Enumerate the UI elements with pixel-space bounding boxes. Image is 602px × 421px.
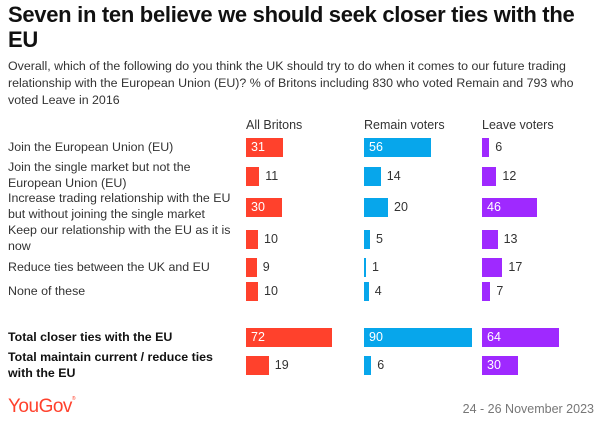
bar-all-britons (246, 138, 284, 157)
data-label-leave-voters: 46 (487, 200, 501, 214)
data-label-remain-voters: 20 (394, 200, 408, 214)
bar-all-britons (246, 258, 257, 277)
column-header-leave-voters: Leave voters (482, 118, 554, 132)
data-label-remain-voters: 90 (369, 330, 383, 344)
bar-all-britons (246, 167, 260, 186)
bar-remain-voters (364, 138, 432, 157)
logo-text: YouGov (8, 396, 72, 417)
yougov-logo: YouGov® (8, 396, 76, 417)
data-label-remain-voters: 5 (376, 232, 383, 246)
row-label: None of these (8, 284, 86, 298)
data-label-leave-voters: 6 (495, 140, 503, 154)
chart-title: Seven in ten believe we should seek clos… (8, 2, 575, 52)
data-label-remain-voters: 1 (372, 260, 379, 274)
bar-leave-voters (482, 258, 503, 277)
column-header-all-britons: All Britons (246, 118, 303, 132)
row-label: Total maintain current / reduce ties wit… (8, 350, 213, 380)
bar-leave-voters (482, 282, 491, 301)
bar-all-britons (246, 282, 258, 301)
bar-leave-voters (482, 328, 559, 347)
bar-all-britons (246, 356, 269, 375)
bar-remain-voters (364, 258, 366, 277)
data-label-leave-voters: 30 (487, 358, 501, 372)
data-label-leave-voters: 17 (508, 260, 523, 274)
bar-remain-voters (364, 198, 388, 217)
data-label-remain-voters: 56 (369, 140, 383, 154)
data-label-all-britons: 11 (265, 169, 279, 183)
bar-remain-voters (364, 167, 381, 186)
data-label-all-britons: 19 (274, 358, 289, 372)
column-header-remain-voters: Remain voters (364, 118, 445, 132)
bar-remain-voters (364, 328, 472, 347)
row-label: Keep our relationship with the EU as it … (8, 223, 231, 253)
bar-remain-voters (364, 356, 372, 375)
data-label-remain-voters: 6 (377, 358, 385, 372)
bar-leave-voters (482, 230, 498, 249)
data-label-leave-voters: 12 (502, 169, 517, 183)
row-label: Join the single market but not the Europ… (8, 160, 191, 190)
bar-leave-voters (482, 198, 538, 217)
bar-all-britons (246, 230, 258, 249)
data-label-all-britons: 72 (251, 330, 265, 344)
data-label-all-britons: 31 (251, 140, 265, 154)
data-label-all-britons: 9 (262, 260, 270, 274)
row-label: Reduce ties between the UK and EU (8, 260, 210, 274)
bar-remain-voters (364, 230, 370, 249)
data-label-leave-voters: 7 (496, 284, 504, 298)
bar-leave-voters (482, 167, 497, 186)
data-label-remain-voters: 14 (386, 169, 401, 183)
bar-leave-voters (482, 138, 490, 157)
bar-all-britons (246, 198, 282, 217)
bar-leave-voters (482, 356, 518, 375)
data-label-all-britons: 10 (264, 284, 278, 298)
bar-remain-voters (364, 282, 369, 301)
row-label: Join the European Union (EU) (8, 140, 174, 154)
data-label-leave-voters: 64 (487, 330, 501, 344)
data-label-all-britons: 10 (264, 232, 278, 246)
row-label: Total closer ties with the EU (8, 330, 173, 344)
bar-all-britons (246, 328, 333, 347)
data-label-leave-voters: 13 (503, 232, 518, 246)
row-label: Increase trading relationship with the E… (8, 191, 231, 221)
data-label-remain-voters: 4 (374, 284, 382, 298)
data-label-all-britons: 30 (251, 200, 265, 214)
survey-date: 24 - 26 November 2023 (462, 402, 594, 416)
chart-subtitle: Overall, which of the following do you t… (8, 59, 574, 107)
